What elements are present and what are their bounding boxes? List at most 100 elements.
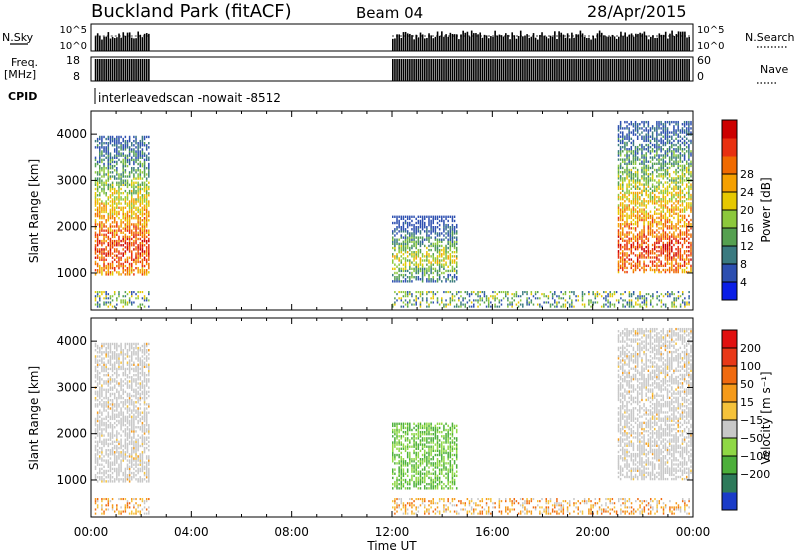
heatmap-cell xyxy=(434,215,437,218)
heatmap-cell xyxy=(673,208,675,211)
heatmap-cell xyxy=(400,261,403,264)
heatmap-cell xyxy=(421,236,424,239)
heatmap-cell xyxy=(107,432,110,435)
heatmap-cell xyxy=(634,210,637,213)
heatmap-cell xyxy=(103,250,105,253)
heatmap-cell xyxy=(137,169,139,172)
heatmap-cell xyxy=(675,305,678,308)
heatmap-cell xyxy=(492,291,494,294)
heatmap-cell xyxy=(113,396,116,400)
heatmap-cell xyxy=(428,234,430,237)
nsky-bar xyxy=(449,32,452,51)
heatmap-cell xyxy=(398,215,400,218)
heatmap-cell xyxy=(639,254,641,257)
nsky-bar xyxy=(496,35,499,51)
heatmap-cell xyxy=(617,193,620,197)
heatmap-cell xyxy=(455,265,458,268)
heatmap-cell xyxy=(107,355,110,358)
heatmap-cell xyxy=(673,129,675,132)
heatmap-cell xyxy=(143,212,146,216)
heatmap-cell xyxy=(628,150,630,153)
heatmap-cell xyxy=(96,384,99,387)
heatmap-cell xyxy=(99,233,101,237)
heatmap-cell xyxy=(630,299,633,302)
heatmap-cell xyxy=(128,299,131,302)
heatmap-cell xyxy=(660,220,662,224)
heatmap-cell xyxy=(651,268,654,272)
heatmap-cell xyxy=(107,293,110,296)
heatmap-cell xyxy=(141,244,144,247)
heatmap-cell xyxy=(481,291,484,294)
heatmap-cell xyxy=(622,195,624,199)
heatmap-cell xyxy=(445,263,447,266)
heatmap-cell xyxy=(133,269,135,272)
heatmap-cell xyxy=(438,253,441,256)
heatmap-cell xyxy=(128,154,131,157)
heatmap-cell xyxy=(135,200,137,203)
heatmap-cell xyxy=(113,342,116,346)
heatmap-cell xyxy=(636,187,639,190)
heatmap-cell xyxy=(641,200,643,203)
heatmap-cell xyxy=(677,214,679,218)
heatmap-cell xyxy=(103,444,105,448)
nsky-bar xyxy=(139,34,142,51)
heatmap-cell xyxy=(532,295,535,298)
freq-bar xyxy=(613,59,616,81)
heatmap-cell xyxy=(126,183,129,187)
heatmap-cell xyxy=(131,169,133,172)
heatmap-cell xyxy=(101,351,103,354)
heatmap-cell xyxy=(116,355,118,358)
heatmap-cell xyxy=(99,428,101,431)
heatmap-cell xyxy=(647,254,650,257)
heatmap-cell xyxy=(641,148,643,151)
heatmap-cell xyxy=(116,448,118,452)
heatmap-cell xyxy=(113,258,116,262)
nsky-bar xyxy=(417,37,420,51)
heatmap-cell xyxy=(101,467,103,471)
heatmap-cell xyxy=(647,239,650,243)
freq-bar xyxy=(466,59,469,81)
heatmap-cell xyxy=(617,164,620,168)
heatmap-cell xyxy=(406,240,409,243)
heatmap-cell xyxy=(436,261,439,264)
heatmap-cell xyxy=(645,268,647,272)
heatmap-cell xyxy=(107,241,110,245)
heatmap-cell xyxy=(632,175,635,178)
heatmap-cell xyxy=(445,223,447,227)
heatmap-cell xyxy=(619,148,622,151)
heatmap-cell xyxy=(679,250,682,253)
heatmap-cell xyxy=(656,258,658,261)
heatmap-cell xyxy=(107,187,110,191)
heatmap-cell xyxy=(641,137,643,140)
heatmap-cell xyxy=(455,236,458,239)
heatmap-cell xyxy=(686,303,688,306)
heatmap-cell xyxy=(626,241,628,245)
heatmap-cell xyxy=(513,295,516,298)
heatmap-cell xyxy=(105,137,107,141)
heatmap-cell xyxy=(634,154,637,157)
heatmap-cell xyxy=(645,301,648,304)
heatmap-cell xyxy=(419,232,422,235)
heatmap-cell xyxy=(430,297,432,300)
freq-bar xyxy=(415,59,418,81)
heatmap-cell xyxy=(628,299,631,302)
heatmap-cell xyxy=(668,145,671,149)
heatmap-cell xyxy=(99,229,101,232)
heatmap-cell xyxy=(107,371,110,375)
heatmap-cell xyxy=(683,173,686,176)
heatmap-cell xyxy=(451,255,454,258)
heatmap-cell xyxy=(619,187,622,190)
heatmap-cell xyxy=(103,469,105,473)
nsky-bar xyxy=(581,33,584,51)
heatmap-cell xyxy=(666,133,669,136)
nsky-bar xyxy=(483,34,486,51)
heatmap-cell xyxy=(105,273,107,276)
heatmap-cell xyxy=(447,303,449,306)
freq-bar xyxy=(485,59,488,81)
heatmap-cell xyxy=(666,173,669,176)
nsky-bar xyxy=(113,38,116,51)
heatmap-cell xyxy=(109,432,112,435)
heatmap-cell xyxy=(658,156,660,159)
heatmap-cell xyxy=(634,220,637,224)
heatmap-cell xyxy=(96,398,99,402)
